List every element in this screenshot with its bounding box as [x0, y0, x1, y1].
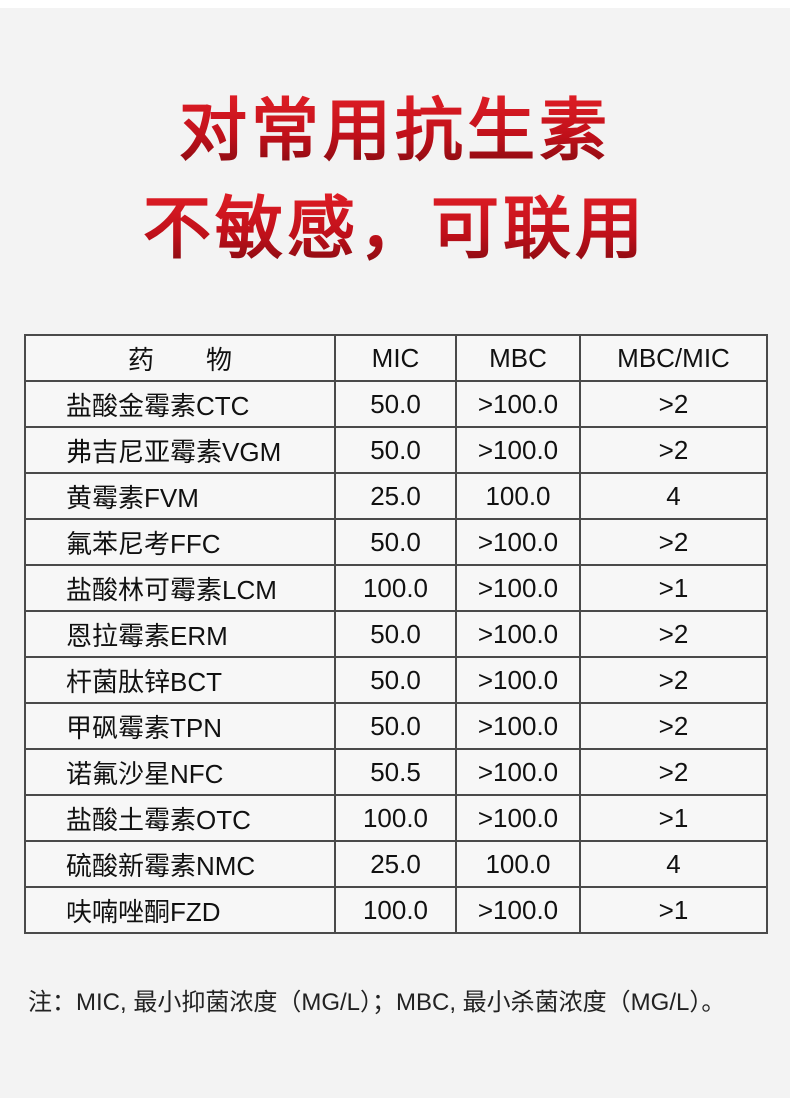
- table-row: 盐酸金霉素CTC 50.0 >100.0 >2: [24, 380, 768, 428]
- footnote: 注：MIC, 最小抑菌浓度（MG/L）；MBC, 最小杀菌浓度（MG/L）。: [28, 989, 726, 1016]
- cell-mbc: >100.0: [455, 656, 581, 704]
- top-strip: [0, 0, 790, 8]
- cell-drug: 杆菌肽锌BCT: [24, 656, 336, 704]
- table-row: 甲砜霉素TPN 50.0 >100.0 >2: [24, 702, 768, 750]
- cell-mic: 50.0: [334, 702, 457, 750]
- table-row: 弗吉尼亚霉素VGM 50.0 >100.0 >2: [24, 426, 768, 474]
- cell-mic: 25.0: [334, 840, 457, 888]
- table-body: 盐酸金霉素CTC 50.0 >100.0 >2 弗吉尼亚霉素VGM 50.0 >100.0 >…: [24, 380, 768, 934]
- table-row: 盐酸土霉素OTC 100.0 >100.0 >1: [24, 794, 768, 842]
- header-ratio: MBC/MIC: [579, 334, 768, 382]
- cell-ratio: >1: [579, 886, 768, 934]
- cell-mbc: 100.0: [455, 840, 581, 888]
- cell-mic: 50.0: [334, 610, 457, 658]
- cell-mic: 50.0: [334, 426, 457, 474]
- cell-ratio: 4: [579, 840, 768, 888]
- cell-drug: 呋喃唑酮FZD: [24, 886, 336, 934]
- table-row: 呋喃唑酮FZD 100.0 >100.0 >1: [24, 886, 768, 934]
- cell-mic: 100.0: [334, 886, 457, 934]
- cell-ratio: >2: [579, 748, 768, 796]
- cell-mic: 100.0: [334, 564, 457, 612]
- table-header-row: 药 物 MIC MBC MBC/MIC: [24, 334, 768, 382]
- cell-mbc: 100.0: [455, 472, 581, 520]
- cell-drug: 甲砜霉素TPN: [24, 702, 336, 750]
- cell-ratio: >2: [579, 380, 768, 428]
- cell-drug: 恩拉霉素ERM: [24, 610, 336, 658]
- cell-mic: 25.0: [334, 472, 457, 520]
- cell-mbc: >100.0: [455, 610, 581, 658]
- cell-ratio: >2: [579, 610, 768, 658]
- cell-ratio: >2: [579, 518, 768, 566]
- table-row: 黄霉素FVM 25.0 100.0 4: [24, 472, 768, 520]
- cell-drug: 诺氟沙星NFC: [24, 748, 336, 796]
- cell-ratio: >2: [579, 702, 768, 750]
- cell-drug: 盐酸金霉素CTC: [24, 380, 336, 428]
- cell-mbc: >100.0: [455, 886, 581, 934]
- header-mic: MIC: [334, 334, 457, 382]
- cell-mbc: >100.0: [455, 564, 581, 612]
- headline-line-1: 对常用抗生素: [0, 92, 790, 172]
- cell-mbc: >100.0: [455, 748, 581, 796]
- cell-ratio: 4: [579, 472, 768, 520]
- headline-line-2: 不敏感，可联用: [0, 190, 790, 270]
- cell-drug: 氟苯尼考FFC: [24, 518, 336, 566]
- cell-mbc: >100.0: [455, 380, 581, 428]
- header-drug: 药 物: [24, 334, 336, 382]
- cell-ratio: >2: [579, 656, 768, 704]
- cell-ratio: >1: [579, 794, 768, 842]
- cell-mic: 100.0: [334, 794, 457, 842]
- cell-mic: 50.0: [334, 380, 457, 428]
- cell-drug: 盐酸土霉素OTC: [24, 794, 336, 842]
- cell-mic: 50.0: [334, 518, 457, 566]
- table-row: 氟苯尼考FFC 50.0 >100.0 >2: [24, 518, 768, 566]
- table-row: 杆菌肽锌BCT 50.0 >100.0 >2: [24, 656, 768, 704]
- cell-mic: 50.5: [334, 748, 457, 796]
- cell-drug: 盐酸林可霉素LCM: [24, 564, 336, 612]
- table-row: 诺氟沙星NFC 50.5 >100.0 >2: [24, 748, 768, 796]
- header-mbc: MBC: [455, 334, 581, 382]
- table-row: 盐酸林可霉素LCM 100.0 >100.0 >1: [24, 564, 768, 612]
- cell-ratio: >2: [579, 426, 768, 474]
- cell-ratio: >1: [579, 564, 768, 612]
- cell-mbc: >100.0: [455, 702, 581, 750]
- antibiotic-table: 药 物 MIC MBC MBC/MIC 盐酸金霉素CTC 50.0 >100.0 >2…: [24, 334, 768, 934]
- table-row: 硫酸新霉素NMC 25.0 100.0 4: [24, 840, 768, 888]
- cell-drug: 硫酸新霉素NMC: [24, 840, 336, 888]
- cell-mic: 50.0: [334, 656, 457, 704]
- cell-mbc: >100.0: [455, 426, 581, 474]
- cell-mbc: >100.0: [455, 794, 581, 842]
- cell-mbc: >100.0: [455, 518, 581, 566]
- table-row: 恩拉霉素ERM 50.0 >100.0 >2: [24, 610, 768, 658]
- cell-drug: 黄霉素FVM: [24, 472, 336, 520]
- cell-drug: 弗吉尼亚霉素VGM: [24, 426, 336, 474]
